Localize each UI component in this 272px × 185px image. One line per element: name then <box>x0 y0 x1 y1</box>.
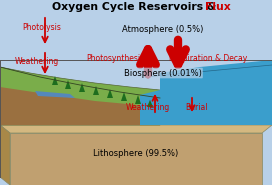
Text: Flux: Flux <box>205 2 231 12</box>
Polygon shape <box>0 125 10 185</box>
Text: Weathering: Weathering <box>15 56 59 65</box>
Polygon shape <box>52 76 58 85</box>
Polygon shape <box>107 89 113 98</box>
Polygon shape <box>0 87 160 125</box>
Polygon shape <box>65 80 71 89</box>
Polygon shape <box>35 91 75 98</box>
Polygon shape <box>79 83 85 92</box>
Text: Photolysis: Photolysis <box>22 23 61 31</box>
Polygon shape <box>93 86 99 95</box>
Text: Atmosphere (0.5%): Atmosphere (0.5%) <box>122 24 204 33</box>
Polygon shape <box>10 133 262 185</box>
Text: Lithosphere (99.5%): Lithosphere (99.5%) <box>93 149 179 157</box>
Text: Burial: Burial <box>185 102 207 112</box>
Text: Biosphere (0.01%): Biosphere (0.01%) <box>124 68 202 78</box>
Polygon shape <box>121 92 127 101</box>
Text: Weathering: Weathering <box>126 102 170 112</box>
Text: Photosynthesis: Photosynthesis <box>86 53 144 63</box>
Polygon shape <box>0 125 272 133</box>
Polygon shape <box>147 100 153 107</box>
Polygon shape <box>140 60 272 125</box>
Text: Respiration & Decay: Respiration & Decay <box>169 53 247 63</box>
Polygon shape <box>0 67 160 125</box>
Polygon shape <box>135 95 141 104</box>
Text: Oxygen Cycle Reservoirs &: Oxygen Cycle Reservoirs & <box>52 2 220 12</box>
